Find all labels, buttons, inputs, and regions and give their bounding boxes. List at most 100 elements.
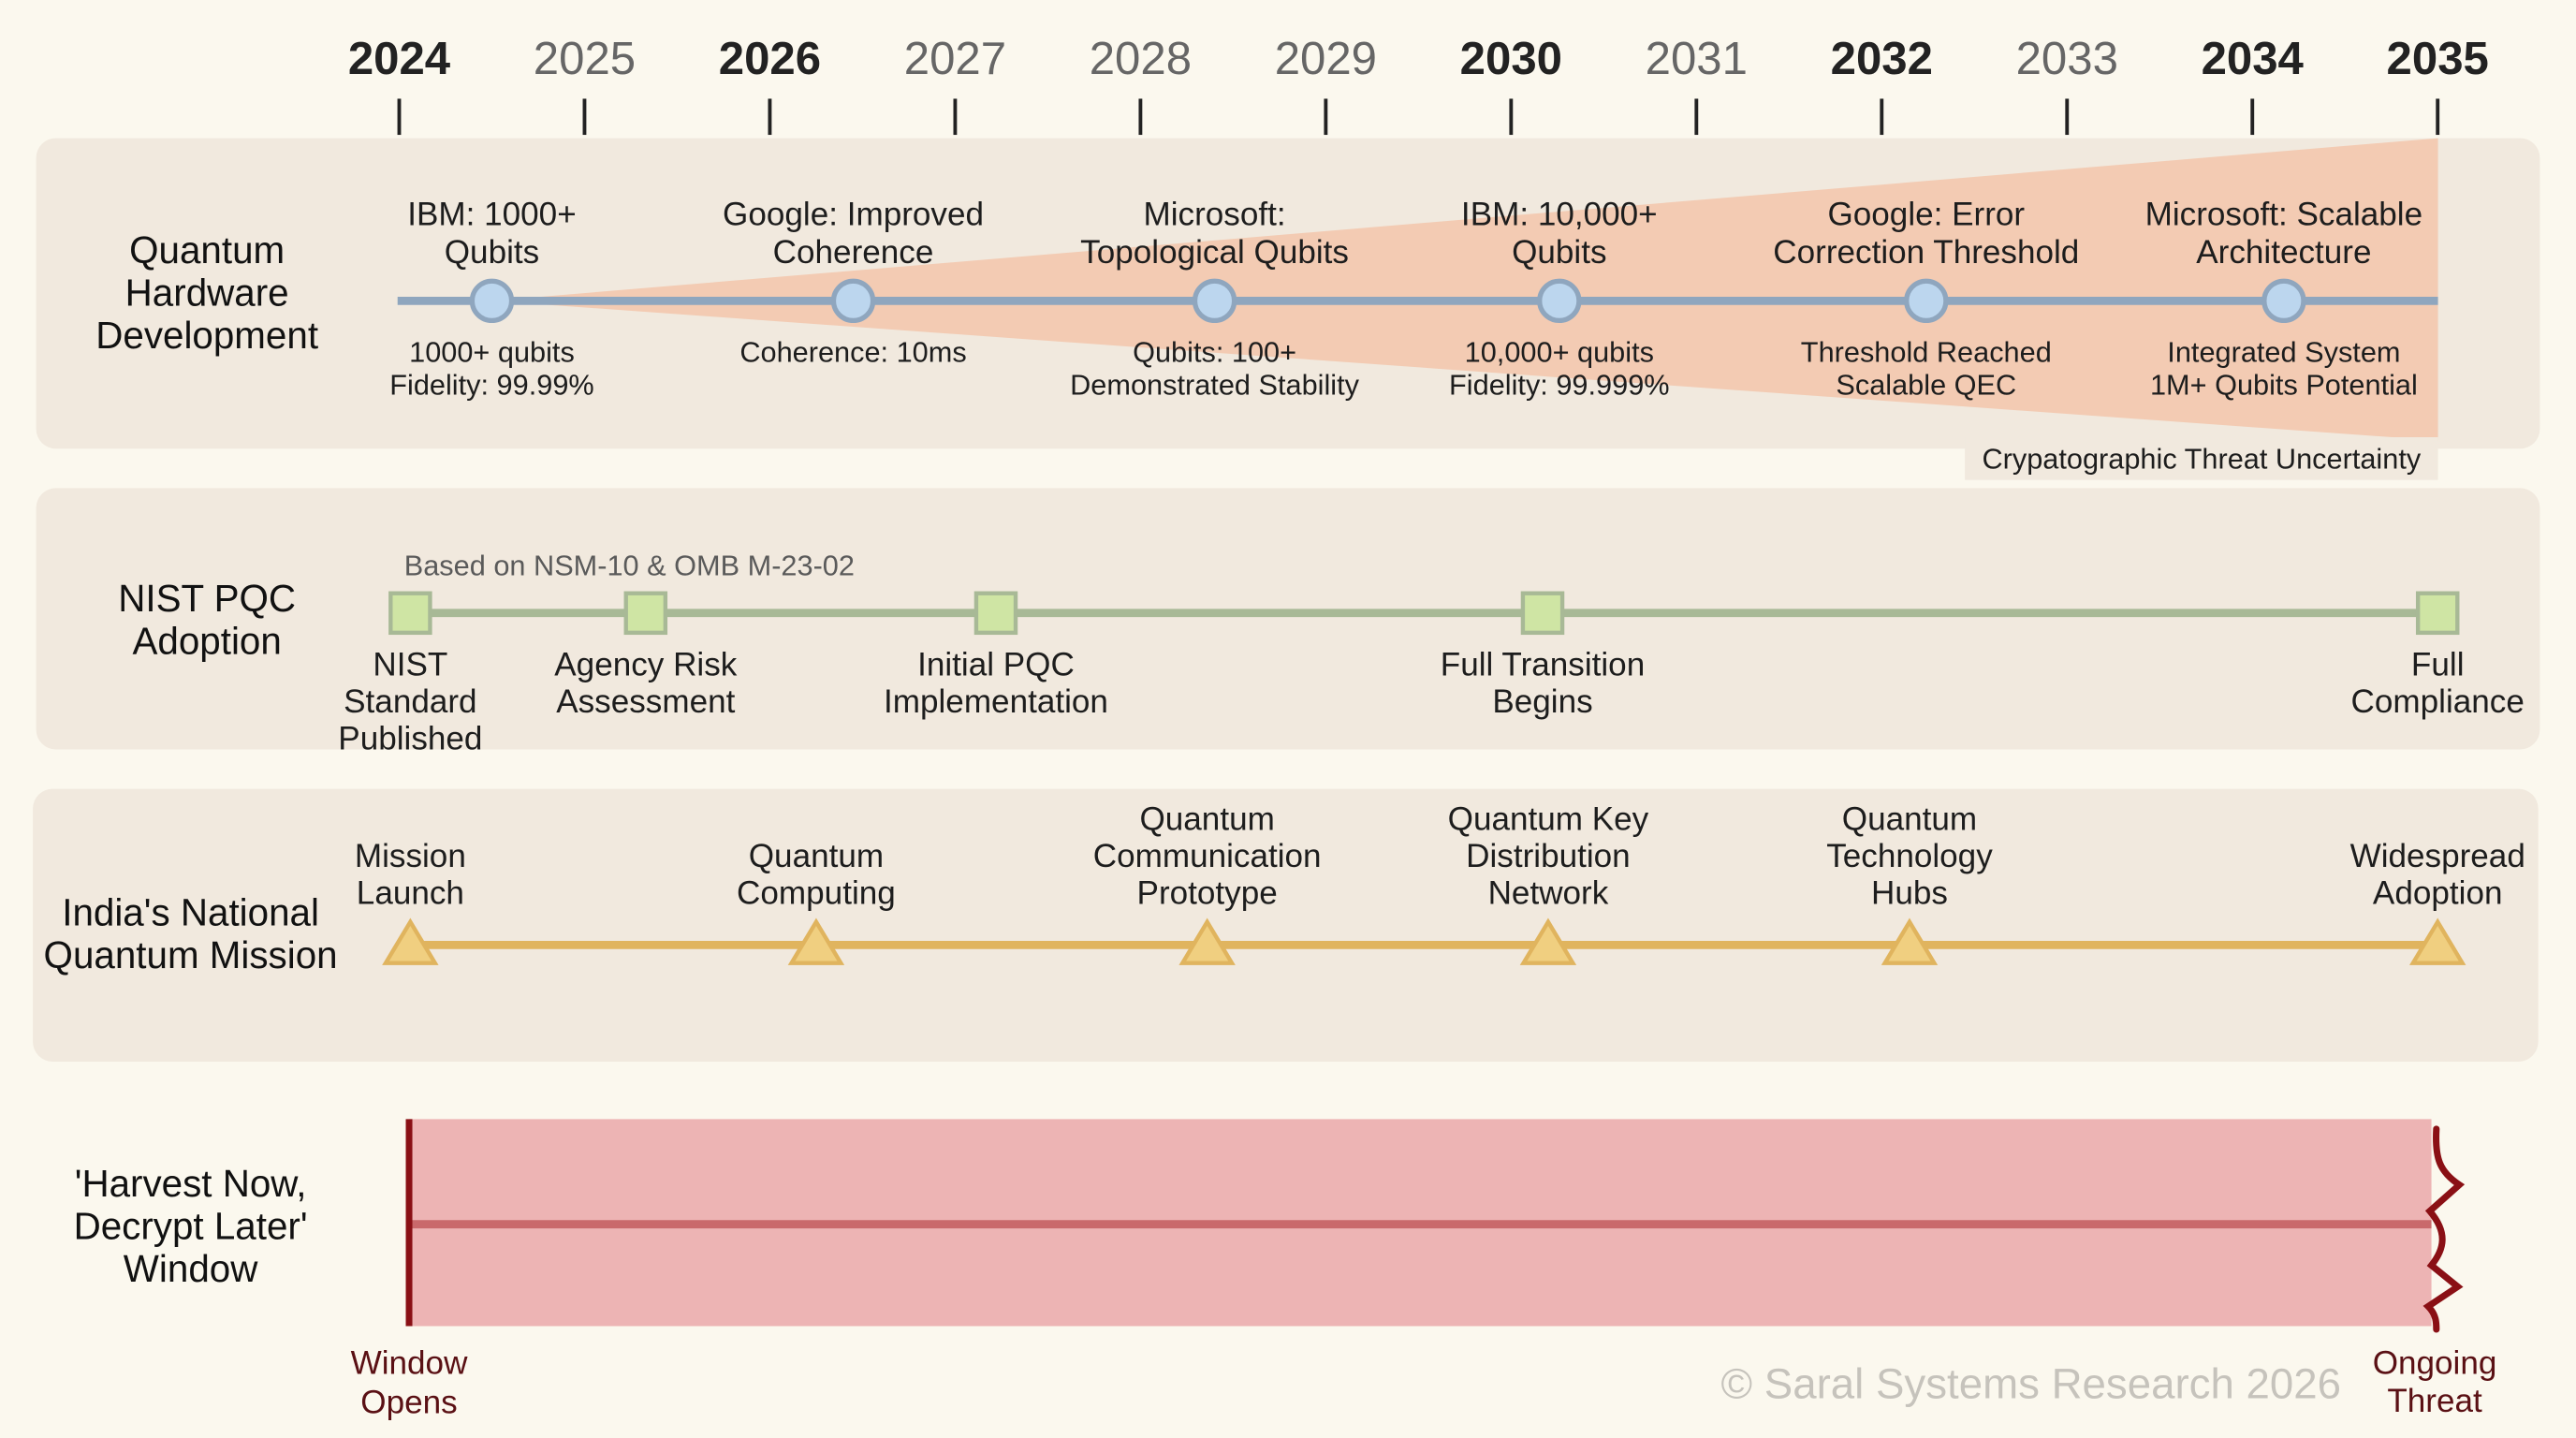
milestone-label: NIST — [373, 646, 447, 682]
milestone-node — [830, 278, 876, 324]
milestone-label: Hubs — [1871, 874, 1948, 911]
milestone-node — [973, 591, 1018, 636]
milestone-label: Communication — [1093, 838, 1322, 874]
row-title: 'Harvest Now, — [75, 1162, 307, 1205]
milestone-node — [382, 917, 439, 965]
harvest-row: 'Harvest Now,Decrypt Later'WindowWindowO… — [74, 1119, 2497, 1421]
milestone-title: Google: Error — [1827, 197, 2025, 233]
milestone-label: Adoption — [2373, 874, 2503, 911]
milestone-label: Quantum — [1139, 800, 1274, 837]
milestone-title: Topological Qubits — [1080, 234, 1349, 271]
milestone-node — [1520, 591, 1565, 636]
row-title: India's National — [62, 890, 319, 933]
milestone-label: Distribution — [1466, 838, 1631, 874]
year-label: 2032 — [1831, 34, 1933, 84]
milestone-label: Standard — [344, 683, 476, 720]
milestone-node — [388, 591, 432, 636]
milestone-label: Compliance — [2351, 683, 2525, 720]
ongoing-threat-label: Ongoing — [2373, 1344, 2497, 1381]
milestone-label: Prototype — [1137, 874, 1278, 911]
year-label: 2030 — [1460, 34, 1562, 84]
year-axis: 2024 2025 2026 2027 2028 2029 2030 2031 2032 2033… — [348, 34, 2489, 136]
milestone-title: Qubits — [445, 234, 539, 271]
milestone-node — [1192, 278, 1237, 324]
milestone-node — [2415, 591, 2460, 636]
india-panel — [33, 788, 2539, 1062]
milestone-title: IBM: 10,000+ — [1461, 197, 1658, 233]
milestone-node — [1881, 917, 1939, 965]
milestone-node — [1519, 917, 1577, 965]
milestone-detail: Fidelity: 99.99% — [389, 368, 593, 401]
milestone-label: Full Transition — [1441, 646, 1645, 682]
year-label: 2033 — [2016, 34, 2118, 84]
milestone-node — [787, 917, 845, 965]
milestone-title: Microsoft: Scalable — [2145, 197, 2422, 233]
milestone-label: Widespread — [2350, 838, 2525, 874]
row-title: Development — [95, 314, 318, 357]
milestone-label: Implementation — [884, 683, 1108, 720]
watermark: © Saral Systems Research 2026 — [1720, 1360, 2341, 1408]
milestone-title: Google: Improved — [723, 197, 984, 233]
milestone-node — [469, 278, 515, 324]
milestone-label: Begins — [1492, 683, 1592, 720]
row-title: NIST PQC — [118, 577, 296, 620]
milestone-node — [2261, 278, 2306, 324]
milestone-node — [1904, 278, 1949, 324]
milestone-label: Computing — [737, 874, 896, 911]
milestone-label: Mission — [355, 838, 466, 874]
milestone-detail: Scalable QEC — [1836, 368, 2016, 401]
milestone-label: Published — [338, 720, 482, 756]
milestone-detail: 10,000+ qubits — [1465, 335, 1654, 368]
threat-uncertainty-wedge — [491, 138, 2438, 441]
milestone-label: Full — [2411, 646, 2465, 682]
row-title: Decrypt Later' — [74, 1204, 308, 1247]
year-label: 2035 — [2387, 34, 2489, 84]
row-title: Quantum — [129, 228, 285, 271]
milestone-detail: 1M+ Qubits Potential — [2150, 368, 2418, 401]
milestone-label: Agency Risk — [554, 646, 737, 682]
milestone-node — [1178, 917, 1236, 965]
milestone-title: Architecture — [2196, 234, 2371, 271]
row-title: Adoption — [132, 620, 281, 663]
milestone-label: Quantum — [749, 838, 884, 874]
milestone-title: Coherence — [773, 234, 934, 271]
year-label: 2026 — [719, 34, 821, 84]
milestone-detail: 1000+ qubits — [409, 335, 575, 368]
milestone-title: Qubits — [1512, 234, 1606, 271]
row-title: Quantum Mission — [44, 933, 338, 976]
year-label: 2028 — [1090, 34, 1192, 84]
row-title: Hardware — [125, 271, 289, 315]
milestone-detail: Qubits: 100+ — [1133, 335, 1296, 368]
window-opens-label: Window — [351, 1344, 468, 1381]
milestone-title: Microsoft: — [1144, 197, 1286, 233]
milestone-label: Initial PQC — [917, 646, 1075, 682]
milestone-node — [2409, 917, 2466, 965]
milestone-node — [1537, 278, 1582, 324]
milestone-detail: Integrated System — [2167, 335, 2400, 368]
year-label: 2029 — [1275, 34, 1377, 84]
milestone-title: Correction Threshold — [1773, 234, 2079, 271]
year-label: 2027 — [904, 34, 1006, 84]
milestone-detail: Threshold Reached — [1801, 335, 2052, 368]
year-label: 2034 — [2202, 34, 2305, 84]
nist-note: Based on NSM-10 & OMB M-23-02 — [404, 549, 855, 581]
milestone-label: Quantum Key — [1448, 800, 1649, 837]
nist-panel — [36, 488, 2540, 750]
ongoing-threat-squiggle — [2422, 1125, 2466, 1333]
year-label: 2024 — [348, 34, 451, 84]
year-label: 2031 — [1646, 34, 1748, 84]
row-title: Window — [124, 1247, 258, 1290]
ongoing-threat-label: Threat — [2387, 1383, 2482, 1419]
milestone-label: Technology — [1826, 838, 1993, 874]
uncertainty-label-box — [1965, 437, 2438, 480]
milestone-detail: Coherence: 10ms — [739, 335, 966, 368]
milestone-node — [623, 591, 668, 636]
milestone-detail: Demonstrated Stability — [1070, 368, 1360, 401]
milestone-label: Network — [1488, 874, 1609, 911]
window-opens-label: Opens — [360, 1385, 457, 1421]
milestone-title: IBM: 1000+ — [407, 197, 576, 233]
